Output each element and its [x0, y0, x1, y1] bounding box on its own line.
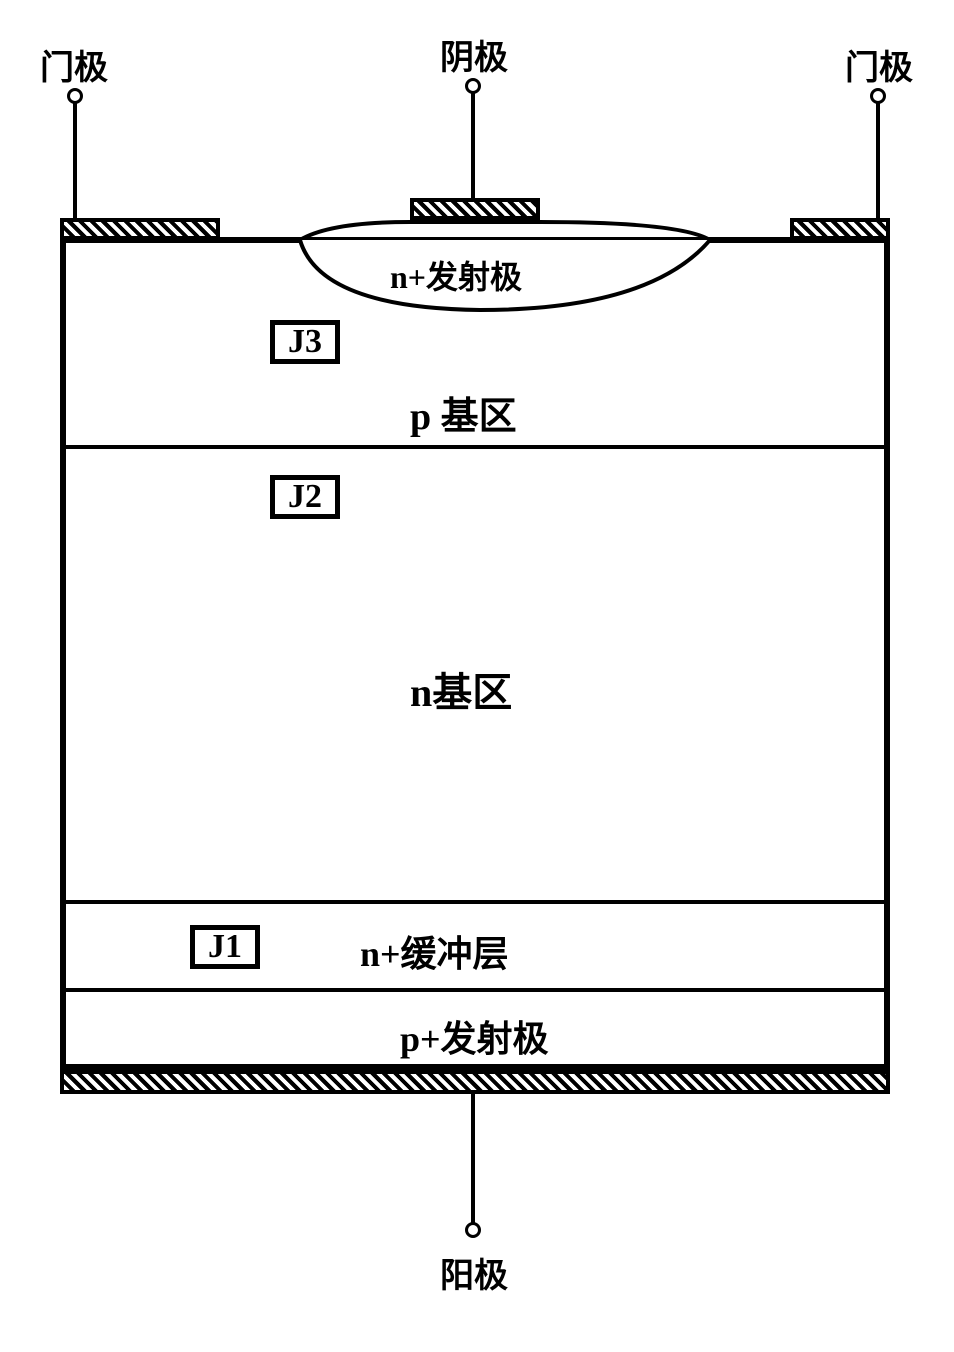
- n-buffer-top-line: [66, 900, 884, 904]
- gate-left-label: 门极: [40, 40, 108, 89]
- j2-line: [66, 445, 884, 449]
- p-emitter-top-line: [66, 988, 884, 992]
- j2-box: J2: [270, 475, 340, 519]
- gate-right-label: 门极: [845, 40, 913, 89]
- gate-right-wire: [876, 102, 880, 237]
- anode-label: 阳极: [440, 1248, 508, 1297]
- j3-label: J3: [288, 323, 322, 361]
- anode-contact: [60, 1070, 890, 1094]
- gate-left-wire: [73, 102, 77, 237]
- j2-label: J2: [288, 478, 322, 516]
- j1-label: J1: [208, 928, 242, 966]
- j1-box: J1: [190, 925, 260, 969]
- cathode-contact: [410, 198, 540, 220]
- n-base-label: n基区: [410, 660, 512, 718]
- gto-diagram: 门极 阴极 门极 n+发射极 J3 p 基区 J2 n基区 J1: [30, 30, 924, 1322]
- n-plus-emitter-label: n+发射极: [390, 252, 522, 298]
- j3-box: J3: [270, 320, 340, 364]
- cathode-wire: [471, 92, 475, 212]
- n-plus-buffer-label: n+缓冲层: [360, 925, 509, 977]
- anode-wire: [471, 1094, 475, 1224]
- p-plus-emitter-label: p+发射极: [400, 1010, 549, 1062]
- p-base-label: p 基区: [410, 385, 517, 440]
- anode-node: [465, 1222, 481, 1238]
- cathode-label: 阴极: [440, 30, 508, 79]
